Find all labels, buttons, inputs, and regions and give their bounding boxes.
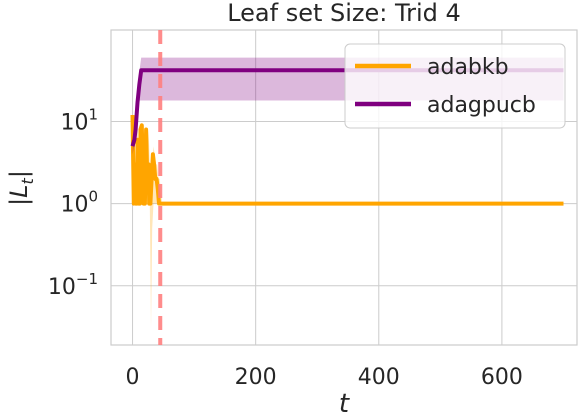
y-axis-label: |Lt| — [5, 170, 37, 206]
y-tick-base: 10 — [60, 110, 88, 135]
y-axis-label-main: | — [5, 198, 33, 206]
y-axis-label-close: | — [5, 170, 33, 178]
y-tick-base: 10 — [48, 275, 76, 300]
x-tick-label: 200 — [235, 365, 277, 390]
adabkb-line — [130, 114, 564, 206]
y-tick-base: 10 — [60, 193, 88, 218]
legend-label-adabkb: adabkb — [427, 55, 509, 80]
y-tick-label: 101 — [60, 105, 98, 135]
adagpucb-line — [130, 68, 564, 147]
y-axis-label-subscript: t — [18, 177, 37, 184]
x-axis-label: t — [339, 389, 350, 418]
x-tick-label: 600 — [481, 365, 523, 390]
y-axis-label-letter: L — [5, 184, 33, 197]
y-tick-exponent: 0 — [88, 188, 98, 206]
adabkb-confidence-band — [132, 115, 564, 329]
chart-title: Leaf set Size: Trid 4 — [227, 0, 461, 27]
plot-frame — [110, 29, 578, 346]
y-tick-label: 10−1 — [48, 270, 98, 300]
legend-label-adagpucb: adagpucb — [427, 93, 536, 118]
y-tick-exponent: 1 — [88, 105, 98, 123]
y-tick-label: 100 — [60, 188, 98, 218]
legend: adabkb adagpucb — [344, 43, 566, 129]
y-tick-exponent: −1 — [76, 270, 98, 288]
x-tick-label: 0 — [126, 365, 140, 390]
x-tick-label: 400 — [358, 365, 400, 390]
